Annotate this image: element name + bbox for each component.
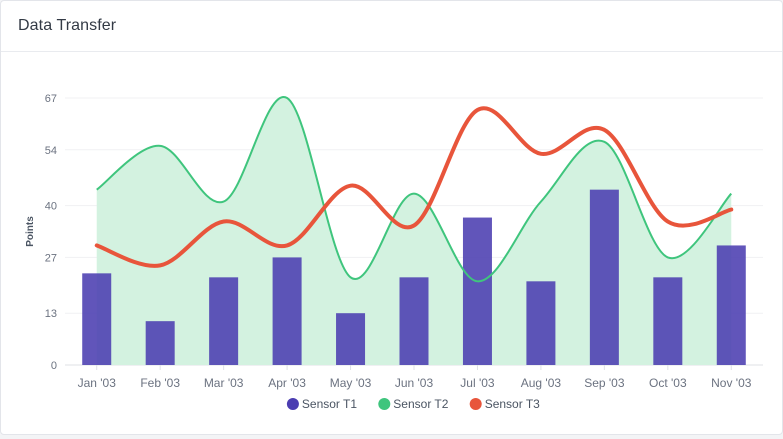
chart-svg: 0 13 27 40 54 67 Points Jan '03 Feb '03 Mar '03 Ap… bbox=[25, 93, 763, 411]
sensor-t3-line[interactable] bbox=[94, 106, 734, 268]
x-tick-label: Sep '03 bbox=[584, 376, 625, 390]
x-tick-label: Jun '03 bbox=[395, 376, 434, 390]
sensor-t2-area-fill bbox=[96, 96, 732, 365]
y-tick-label: 40 bbox=[45, 201, 57, 213]
card-header: Data Transfer bbox=[1, 1, 782, 52]
bar-sensor-t1[interactable] bbox=[462, 217, 492, 365]
legend-label: Sensor T3 bbox=[485, 397, 540, 411]
y-tick-label: 27 bbox=[45, 252, 57, 264]
sensor-t2-line[interactable] bbox=[96, 96, 733, 283]
bar-sensor-t1[interactable] bbox=[526, 281, 556, 365]
bar-sensor-t1[interactable] bbox=[145, 321, 175, 365]
legend-label: Sensor T1 bbox=[302, 397, 357, 411]
legend-marker bbox=[286, 398, 299, 410]
legend-item[interactable]: Sensor T1 bbox=[286, 397, 357, 411]
y-tick-label: 54 bbox=[45, 145, 57, 157]
x-axis: Jan '03 Feb '03 Mar '03 Apr '03 May '03 Jun '… bbox=[78, 365, 752, 390]
y-tick-label: 0 bbox=[51, 360, 57, 372]
legend: Sensor T1 Sensor T2 Sensor T3 bbox=[286, 397, 540, 411]
x-tick-label: Mar '03 bbox=[204, 376, 244, 390]
y-axis-title: Points bbox=[25, 216, 36, 247]
x-tick-label: May '03 bbox=[330, 376, 372, 390]
legend-marker bbox=[378, 398, 391, 410]
x-tick-label: Jan '03 bbox=[78, 376, 117, 390]
bar-sensor-t1[interactable] bbox=[589, 189, 619, 365]
legend-label: Sensor T2 bbox=[393, 397, 448, 411]
x-tick-label: Apr '03 bbox=[268, 376, 306, 390]
y-tick-label: 13 bbox=[45, 308, 57, 320]
legend-item[interactable]: Sensor T2 bbox=[378, 397, 449, 411]
legend-marker bbox=[469, 398, 482, 410]
y-tick-label: 67 bbox=[45, 93, 57, 105]
bar-sensor-t1[interactable] bbox=[209, 277, 239, 365]
card-title: Data Transfer bbox=[18, 17, 117, 34]
bar-sensor-t1[interactable] bbox=[272, 257, 302, 365]
sensor-t1-bars bbox=[82, 189, 746, 365]
bar-sensor-t1[interactable] bbox=[336, 313, 366, 365]
x-tick-label: Feb '03 bbox=[140, 376, 180, 390]
x-tick-label: Aug '03 bbox=[521, 376, 562, 390]
x-tick-label: Jul '03 bbox=[460, 376, 495, 390]
bar-sensor-t1[interactable] bbox=[716, 245, 746, 365]
bar-sensor-t1[interactable] bbox=[653, 277, 683, 365]
x-tick-label: Oct '03 bbox=[649, 376, 687, 390]
x-tick-label: Nov '03 bbox=[711, 376, 752, 390]
legend-item[interactable]: Sensor T3 bbox=[469, 397, 540, 411]
chart-area: 0 13 27 40 54 67 Points Jan '03 Feb '03 Mar '03 Ap… bbox=[1, 52, 782, 434]
bar-sensor-t1[interactable] bbox=[399, 277, 429, 365]
bar-sensor-t1[interactable] bbox=[82, 273, 112, 365]
